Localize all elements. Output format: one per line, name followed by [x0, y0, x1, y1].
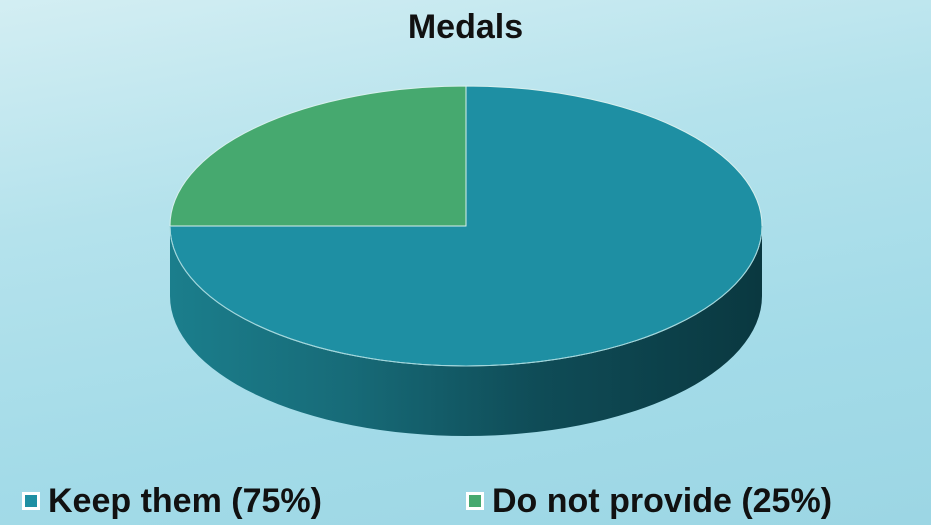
- legend-item-do-not-provide: Do not provide (25%): [466, 478, 832, 524]
- pie-slice-do-not-provide: [169, 85, 467, 227]
- legend-swatch-do-not-provide: [466, 492, 484, 510]
- pie-side-wall: [170, 226, 762, 436]
- pie-rim-edge: [169, 225, 763, 367]
- chart-title: Medals: [407, 8, 524, 46]
- legend-label-keep-them: Keep them (75%): [48, 481, 322, 520]
- chart-legend: Keep them (75%) Do not provide (25%): [0, 478, 931, 524]
- legend-item-keep-them: Keep them (75%): [22, 478, 322, 524]
- legend-swatch-keep-them: [22, 492, 40, 510]
- legend-label-do-not-provide: Do not provide (25%): [492, 481, 833, 520]
